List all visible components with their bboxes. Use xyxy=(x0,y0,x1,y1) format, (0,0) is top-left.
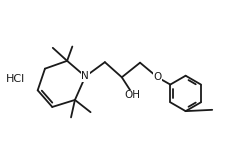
Text: HCl: HCl xyxy=(5,74,25,84)
Text: N: N xyxy=(81,72,89,82)
Text: O: O xyxy=(153,72,161,82)
Text: OH: OH xyxy=(124,90,140,100)
